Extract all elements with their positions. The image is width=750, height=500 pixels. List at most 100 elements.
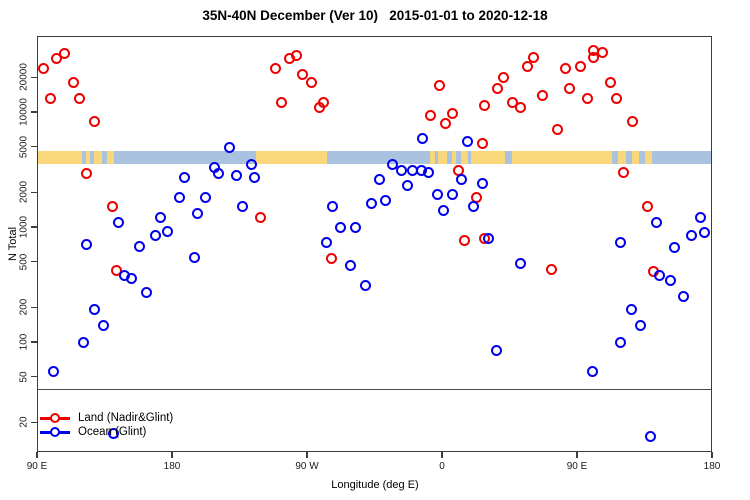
y-tick [31,375,37,378]
data-point-land [642,201,654,213]
data-point-land [318,97,330,109]
data-point-land [528,51,540,63]
x-tick [36,452,38,458]
data-point-ocean [349,221,361,233]
y-tick-label: 500 [18,253,30,270]
data-point-land [596,46,608,58]
data-point-ocean [468,201,480,213]
data-point-land [81,168,93,180]
data-point-ocean [149,229,161,241]
data-point-ocean [199,192,211,204]
data-point-land [587,51,599,63]
band-segment-land [511,150,612,165]
y-tick [31,145,37,148]
data-point-land [546,263,558,275]
data-point-land [73,93,85,105]
band-segment-ocean [639,150,645,165]
band-segment-land [438,150,448,165]
data-point-land [626,116,638,128]
x-tick-label: 90 E [26,461,48,472]
data-point-ocean [334,221,346,233]
data-point-ocean [379,195,391,207]
band-segment-land [94,150,103,165]
data-point-ocean [191,208,203,220]
data-point-ocean [625,304,637,316]
data-point-ocean [432,189,444,201]
band-segment-land [106,150,115,165]
y-tick-label: 50 [18,371,30,383]
data-point-ocean [154,212,166,224]
data-point-ocean [327,201,339,213]
data-point-ocean [654,269,666,281]
band-segment-land [470,150,505,165]
y-tick [31,191,37,194]
data-point-land [433,80,445,92]
land-marker-icon [40,413,70,424]
x-tick-label: 180 [703,461,721,472]
data-point-ocean [437,204,449,216]
band-segment-ocean [327,150,430,165]
data-point-ocean [373,173,385,185]
threshold-line [37,389,712,391]
x-axis-title: Longitude (deg E) [331,479,419,491]
data-point-land [297,69,309,81]
data-point-land [514,101,526,113]
data-point-ocean [112,216,124,228]
data-point-land [50,53,62,65]
x-tick-label: 90 E [566,461,588,472]
y-tick-label: 20 [18,416,30,428]
data-point-land [88,116,100,128]
band-segment-ocean [82,150,86,165]
data-point-ocean [245,158,257,170]
data-point-land [459,234,471,246]
data-point-land [58,48,70,60]
data-point-ocean [490,344,502,356]
y-tick-label: 10000 [18,98,30,126]
data-point-ocean [248,171,260,183]
data-point-ocean [344,260,356,272]
data-point-land [477,138,489,150]
y-tick-label: 2000 [18,181,30,204]
data-point-ocean [685,229,697,241]
data-point-ocean [126,272,138,284]
x-tick [711,452,713,458]
data-point-land [559,62,571,74]
data-point-ocean [188,252,200,264]
data-point-land [37,62,49,74]
band-segment-ocean [505,150,512,165]
data-point-land [507,97,519,109]
y-tick [31,111,37,113]
data-point-ocean [615,236,627,248]
x-tick [441,452,443,458]
y-tick-label: 200 [18,299,30,316]
data-point-land [305,77,317,89]
band-segment-land [631,150,640,165]
data-point-ocean [366,198,378,210]
data-point-ocean [359,280,371,291]
x-tick [576,452,578,458]
y-tick-label: 20000 [18,63,30,92]
data-point-ocean [664,275,676,287]
data-point-land [439,118,451,130]
data-point-land [522,60,534,72]
y-tick-label: 100 [18,333,30,351]
data-point-ocean [644,431,656,443]
band-segment-ocean [434,150,439,165]
data-point-land [564,83,576,95]
data-point-ocean [417,132,429,144]
legend-item-land: Land (Nadir&Glint) [40,411,173,425]
band-segment-ocean [447,150,452,165]
data-point-land [67,77,79,89]
data-point-land [581,93,593,105]
data-point-ocean [321,237,333,249]
data-point-ocean [395,165,407,176]
y-tick [31,76,37,79]
legend-label-land: Land (Nadir&Glint) [78,412,174,424]
band-segment-land [85,150,91,165]
data-point-land [45,93,57,105]
x-tick-label: 0 [439,461,445,472]
data-point-ocean [698,226,710,238]
data-point-ocean [634,319,646,331]
data-point-ocean [223,142,235,154]
